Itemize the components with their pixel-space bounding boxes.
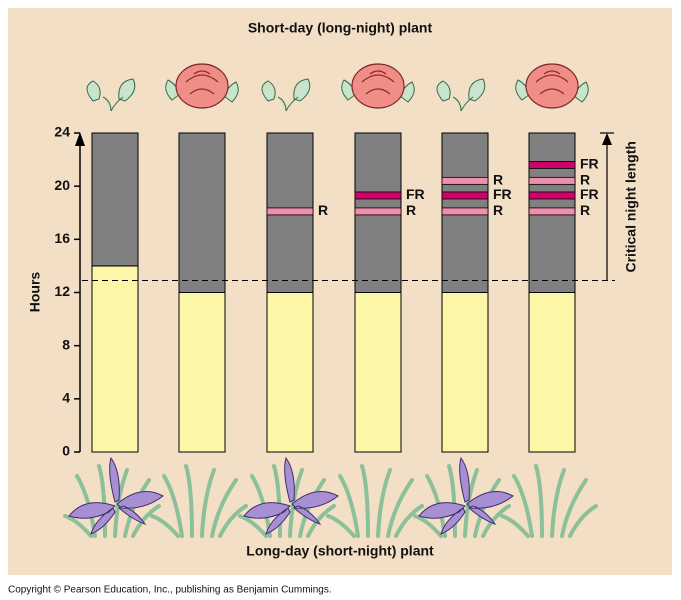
chart-title: Short-day (long-night) plant [248,20,433,36]
axis-arrow [75,132,85,146]
flash [441,207,489,216]
flash-label: FR [580,156,599,172]
y-tick-label: 16 [54,230,70,246]
flash-label: R [318,202,328,218]
y-tick-label: 4 [62,390,70,406]
chart-subtitle: Long-day (short-night) plant [246,543,434,559]
flash [528,191,576,200]
bar-segment [528,292,576,453]
flash-label: FR [493,186,512,202]
footer: Copyright © Pearson Education, Inc., pub… [8,585,332,596]
bar-segment [266,292,314,453]
flash [528,176,576,185]
y-axis-label: Hours [27,272,43,313]
bar-segment [354,292,402,453]
flash [441,191,489,200]
bar-segment [178,292,226,453]
flash-label: R [580,172,590,188]
flash [354,207,402,216]
flash-label: R [406,202,416,218]
flash [528,207,576,216]
flash-label: FR [406,186,425,202]
flash [266,207,314,216]
bar-segment [441,292,489,453]
y-tick-label: 20 [54,177,70,193]
flash [441,176,489,185]
flash [354,191,402,200]
y-tick-label: 24 [54,124,70,140]
bar-segment [178,132,226,293]
bar-segment [91,132,139,267]
critical-label: Critical night length [623,141,639,272]
y-tick-label: 0 [62,443,70,459]
bracket-arrow [602,133,612,145]
y-tick-label: 12 [54,283,70,299]
flash-label: FR [580,186,599,202]
flash-label: R [493,172,503,188]
y-tick-label: 8 [62,336,70,352]
flash [528,160,576,169]
flash-label: R [580,202,590,218]
bar-segment [91,265,139,453]
flash-label: R [493,202,503,218]
